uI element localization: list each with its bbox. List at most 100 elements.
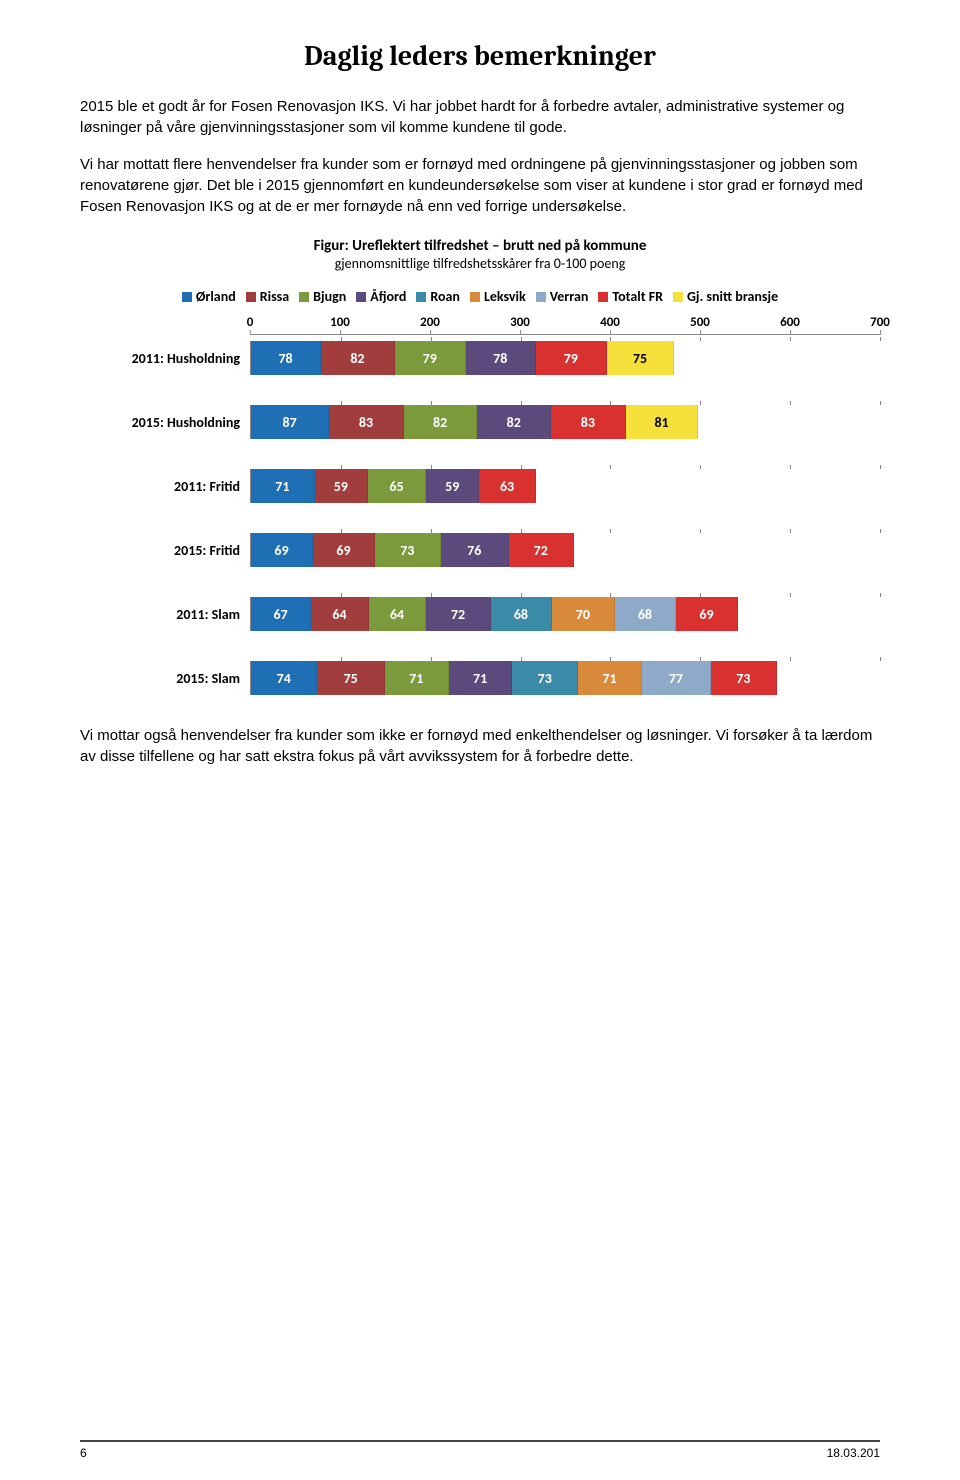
legend-label: Verran (550, 288, 589, 305)
chart-x-axis: 0100200300400500600700 (110, 315, 880, 335)
axis-tick: 700 (870, 315, 890, 330)
intro-paragraph-1: 2015 ble et godt år for Fosen Renovasjon… (80, 96, 880, 138)
bar-segment: 73 (711, 661, 777, 695)
bar-segment: 75 (607, 341, 674, 375)
legend-swatch (356, 292, 366, 302)
bar-segment: 78 (251, 341, 321, 375)
bar-segment: 76 (441, 533, 509, 567)
bar-segment: 82 (321, 341, 395, 375)
bar-segment: 77 (642, 661, 711, 695)
chart-row: 2011: Fritid7159655963 (110, 469, 880, 503)
stacked-bar: 7159655963 (251, 469, 880, 503)
legend-label: Totalt FR (612, 288, 663, 305)
legend-item: Åfjord (356, 288, 406, 305)
bar-segment: 69 (676, 597, 738, 631)
axis-tick-label: 700 (870, 315, 890, 330)
bar-segment: 64 (369, 597, 427, 631)
legend-swatch (299, 292, 309, 302)
chart-legend: Ørland Rissa Bjugn Åfjord Roan Leksvik Verran T… (80, 288, 880, 305)
legend-item: Totalt FR (598, 288, 663, 305)
chart-row: 2011: Husholdning788279787975 (110, 341, 880, 375)
legend-swatch (416, 292, 426, 302)
legend-label: Leksvik (484, 288, 526, 305)
legend-item: Bjugn (299, 288, 346, 305)
bar-segment: 71 (385, 661, 449, 695)
axis-tick: 200 (420, 315, 440, 330)
bar-track: 7475717173717773 (250, 661, 880, 695)
stacked-bar: 878382828381 (251, 405, 880, 439)
chart-row-label: 2015: Husholdning (110, 414, 250, 431)
bar-segment: 65 (368, 469, 426, 503)
legend-label: Åfjord (370, 288, 406, 305)
chart-row: 2015: Husholdning878382828381 (110, 405, 880, 439)
chart-row: 2011: Slam6764647268706869 (110, 597, 880, 631)
bar-segment: 72 (426, 597, 491, 631)
bar-segment: 81 (626, 405, 699, 439)
page-title: Daglig leders bemerkninger (80, 40, 880, 72)
bar-segment: 71 (449, 661, 513, 695)
legend-label: Bjugn (313, 288, 346, 305)
chart-row-label: 2015: Slam (110, 670, 250, 687)
legend-item: Gj. snitt bransje (673, 288, 778, 305)
bar-track: 878382828381 (250, 405, 880, 439)
bar-segment: 73 (375, 533, 441, 567)
legend-swatch (182, 292, 192, 302)
bar-segment: 83 (551, 405, 626, 439)
axis-tick-label: 600 (780, 315, 800, 330)
chart-row: 2015: Slam7475717173717773 (110, 661, 880, 695)
bar-segment: 75 (317, 661, 384, 695)
stacked-bar-chart: 0100200300400500600700 2011: Husholdning… (110, 315, 880, 695)
bar-track: 7159655963 (250, 469, 880, 503)
chart-row-label: 2011: Husholdning (110, 350, 250, 367)
legend-label: Ørland (196, 288, 236, 305)
axis-tick: 600 (780, 315, 800, 330)
axis-tick: 100 (330, 315, 350, 330)
chart-row-label: 2011: Slam (110, 606, 250, 623)
legend-swatch (470, 292, 480, 302)
legend-swatch (536, 292, 546, 302)
axis-tick-label: 500 (690, 315, 710, 330)
axis-tick: 400 (600, 315, 620, 330)
bar-segment: 71 (251, 469, 315, 503)
chart-caption: Figur: Ureflektert tilfredshet – brutt n… (80, 237, 880, 272)
chart-row: 2015: Fritid6969737672 (110, 533, 880, 567)
bar-segment: 79 (536, 341, 607, 375)
bar-segment: 69 (251, 533, 313, 567)
stacked-bar: 6969737672 (251, 533, 880, 567)
bar-segment: 82 (477, 405, 551, 439)
bar-segment: 69 (313, 533, 375, 567)
bar-segment: 72 (509, 533, 574, 567)
bar-segment: 83 (329, 405, 404, 439)
axis-tick-label: 400 (600, 315, 620, 330)
legend-label: Roan (430, 288, 460, 305)
legend-item: Leksvik (470, 288, 526, 305)
bar-segment: 67 (251, 597, 311, 631)
legend-swatch (673, 292, 683, 302)
legend-label: Rissa (260, 288, 289, 305)
bar-track: 788279787975 (250, 341, 880, 375)
bar-segment: 73 (512, 661, 578, 695)
bar-segment: 59 (315, 469, 368, 503)
stacked-bar: 6764647268706869 (251, 597, 880, 631)
axis-tick-label: 100 (330, 315, 350, 330)
bar-segment: 78 (466, 341, 536, 375)
legend-item: Rissa (246, 288, 289, 305)
bar-segment: 71 (578, 661, 642, 695)
bar-track: 6969737672 (250, 533, 880, 567)
stacked-bar: 788279787975 (251, 341, 880, 375)
bar-segment: 64 (311, 597, 369, 631)
bar-track: 6764647268706869 (250, 597, 880, 631)
chart-row-label: 2015: Fritid (110, 542, 250, 559)
legend-label: Gj. snitt bransje (687, 288, 778, 305)
axis-tick: 300 (510, 315, 530, 330)
axis-tick: 0 (247, 315, 254, 330)
legend-swatch (598, 292, 608, 302)
bar-segment: 68 (615, 597, 676, 631)
bar-segment: 87 (251, 405, 329, 439)
legend-item: Verran (536, 288, 589, 305)
footer-date: 18.03.201 (827, 1446, 880, 1460)
axis-tick-label: 200 (420, 315, 440, 330)
legend-swatch (246, 292, 256, 302)
page-footer: 6 18.03.201 (80, 1440, 880, 1460)
axis-tick: 500 (690, 315, 710, 330)
